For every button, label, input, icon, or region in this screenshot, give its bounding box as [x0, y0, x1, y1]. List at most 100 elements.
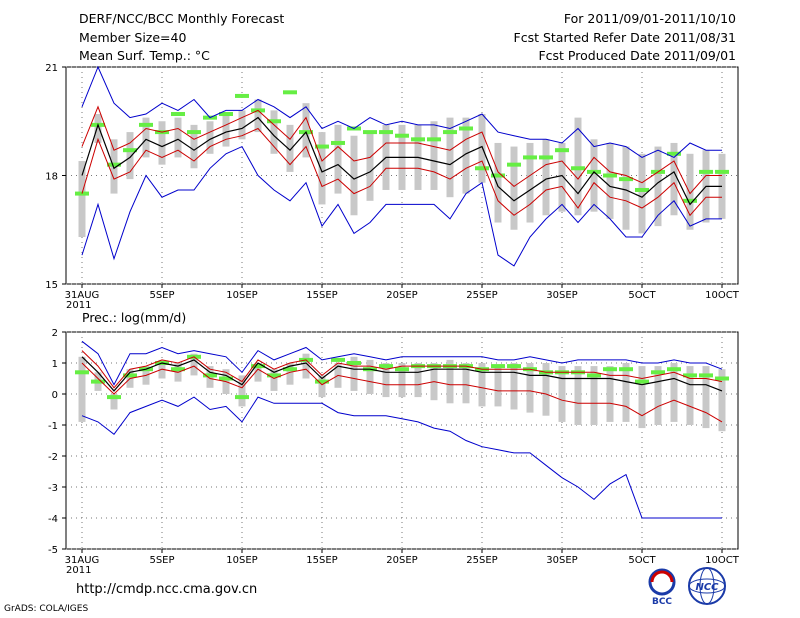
member-size: Member Size=40: [79, 30, 187, 45]
precip-spread-box: [686, 366, 694, 425]
temp-member-mark: [459, 126, 473, 131]
temp-member-mark: [171, 112, 185, 117]
precip-ytick-label: 1: [52, 359, 58, 370]
precip-band-lower-line: [81, 362, 723, 423]
temp-spread-box: [254, 99, 262, 133]
temp-member-mark: [667, 151, 681, 156]
precip-spread-box: [670, 363, 678, 422]
temp-member-mark: [475, 166, 489, 171]
precip-member-mark: [635, 379, 649, 384]
precip-spread-box: [318, 375, 326, 398]
temp-xtick-label: 5OCT: [628, 290, 656, 301]
temp-spread-box: [510, 146, 518, 230]
temp-spread-box: [94, 114, 102, 143]
temp-member-mark: [715, 169, 729, 174]
precip-spread-box: [398, 363, 406, 398]
temp-member-mark: [635, 187, 649, 192]
temp-member-mark: [267, 119, 281, 124]
precip-member-mark: [347, 361, 361, 365]
precip-ytick-label: 2: [52, 328, 58, 339]
temp-member-mark: [235, 93, 249, 98]
temp-xtick-label: 31AUG: [65, 290, 100, 301]
precip-max-line: [81, 340, 723, 386]
forecast-period: For 2011/09/01-2011/10/10: [563, 11, 736, 26]
precip-mean-line: [81, 356, 723, 392]
started-date: Fcst Started Refer Date 2011/08/31: [513, 30, 737, 45]
precip-member-mark: [619, 367, 633, 372]
precip-spread-box: [542, 363, 550, 416]
svg-text:NCC: NCC: [695, 582, 719, 593]
precip-xtick-label: 25SEP: [466, 555, 497, 566]
footer-url[interactable]: http://cmdp.ncc.cma.gov.cn: [76, 582, 258, 597]
precip-spread-box: [526, 363, 534, 413]
temp-spread-box: [158, 121, 166, 165]
temp-spread-box: [174, 117, 182, 158]
precip-ytick-label: -2: [48, 452, 58, 463]
precip-member-mark: [267, 373, 281, 378]
temp-member-mark: [571, 166, 585, 171]
temp-member-mark: [555, 148, 569, 153]
precip-spread-box: [286, 363, 294, 385]
precip-spread-box: [478, 363, 486, 407]
temp-member-mark: [139, 122, 153, 127]
precip-label: Prec.: log(mm/d): [82, 310, 186, 325]
precip-member-mark: [331, 357, 345, 362]
temp-xtick-label: 20SEP: [386, 290, 417, 301]
precip-member-mark: [507, 364, 521, 369]
precip-spread-box: [190, 353, 198, 376]
precip-spread-box: [382, 363, 390, 398]
temp-member-mark: [363, 130, 377, 135]
precip-spread-box: [702, 366, 710, 429]
temp-xtick-label: 5SEP: [149, 290, 174, 301]
temp-member-mark: [395, 133, 409, 138]
temp-spread-box: [334, 124, 342, 194]
temp-member-mark: [107, 162, 121, 167]
temp-member-mark: [539, 155, 553, 160]
bcc-logo: BCC: [640, 566, 684, 610]
temp-spread-box: [494, 142, 502, 223]
precip-member-mark: [667, 367, 681, 372]
precip-member-mark: [315, 379, 329, 384]
temp-xtick-label: 10OCT: [705, 290, 740, 301]
precip-member-mark: [219, 376, 233, 381]
temp-xtick-label: 15SEP: [306, 290, 337, 301]
temp-spread-box: [318, 132, 326, 205]
precip-spread-box: [110, 394, 118, 410]
temp-spread-box: [446, 117, 454, 198]
temp-member-mark: [427, 137, 441, 142]
temp-spread-box: [478, 114, 486, 183]
precip-xtick-label: 31AUG: [65, 555, 100, 566]
temp-spread-box: [462, 117, 470, 194]
precip-member-mark: [251, 364, 265, 369]
temp-spread-box: [558, 142, 566, 212]
temp-band-upper-line: [81, 105, 722, 195]
precip-member-mark: [587, 373, 601, 378]
precip-spread-box: [590, 366, 598, 425]
temp-spread-box: [366, 132, 374, 201]
chart-title: DERF/NCC/BCC Monthly Forecast: [79, 11, 285, 26]
temp-spread-box: [686, 153, 694, 230]
temp-spread-box: [142, 117, 150, 158]
precip-spread-box: [78, 356, 86, 422]
temp-spread-box: [190, 124, 198, 169]
precip-member-mark: [603, 367, 617, 372]
temp-spread-box: [654, 146, 662, 227]
precip-xtick-label: 5SEP: [149, 555, 174, 566]
precip-spread-box: [718, 369, 726, 432]
precip-spread-box: [494, 366, 502, 407]
precip-ytick-label: -4: [48, 514, 58, 525]
precip-ytick-label: -5: [48, 545, 58, 556]
temp-spread-box: [238, 110, 246, 140]
precip-spread-box: [366, 359, 374, 394]
precip-spread-box: [302, 353, 310, 379]
temp-spread-box: [222, 114, 230, 147]
temp-spread-box: [638, 153, 646, 234]
precip-xtick-label: 10SEP: [226, 555, 257, 566]
temp-ytick-label: 21: [45, 63, 58, 74]
temp-xtick-label: 25SEP: [466, 290, 497, 301]
precip-spread-box: [558, 366, 566, 422]
temp-spread-box: [286, 124, 294, 172]
precip-spread-box: [574, 366, 582, 425]
precip-member-mark: [715, 376, 729, 381]
